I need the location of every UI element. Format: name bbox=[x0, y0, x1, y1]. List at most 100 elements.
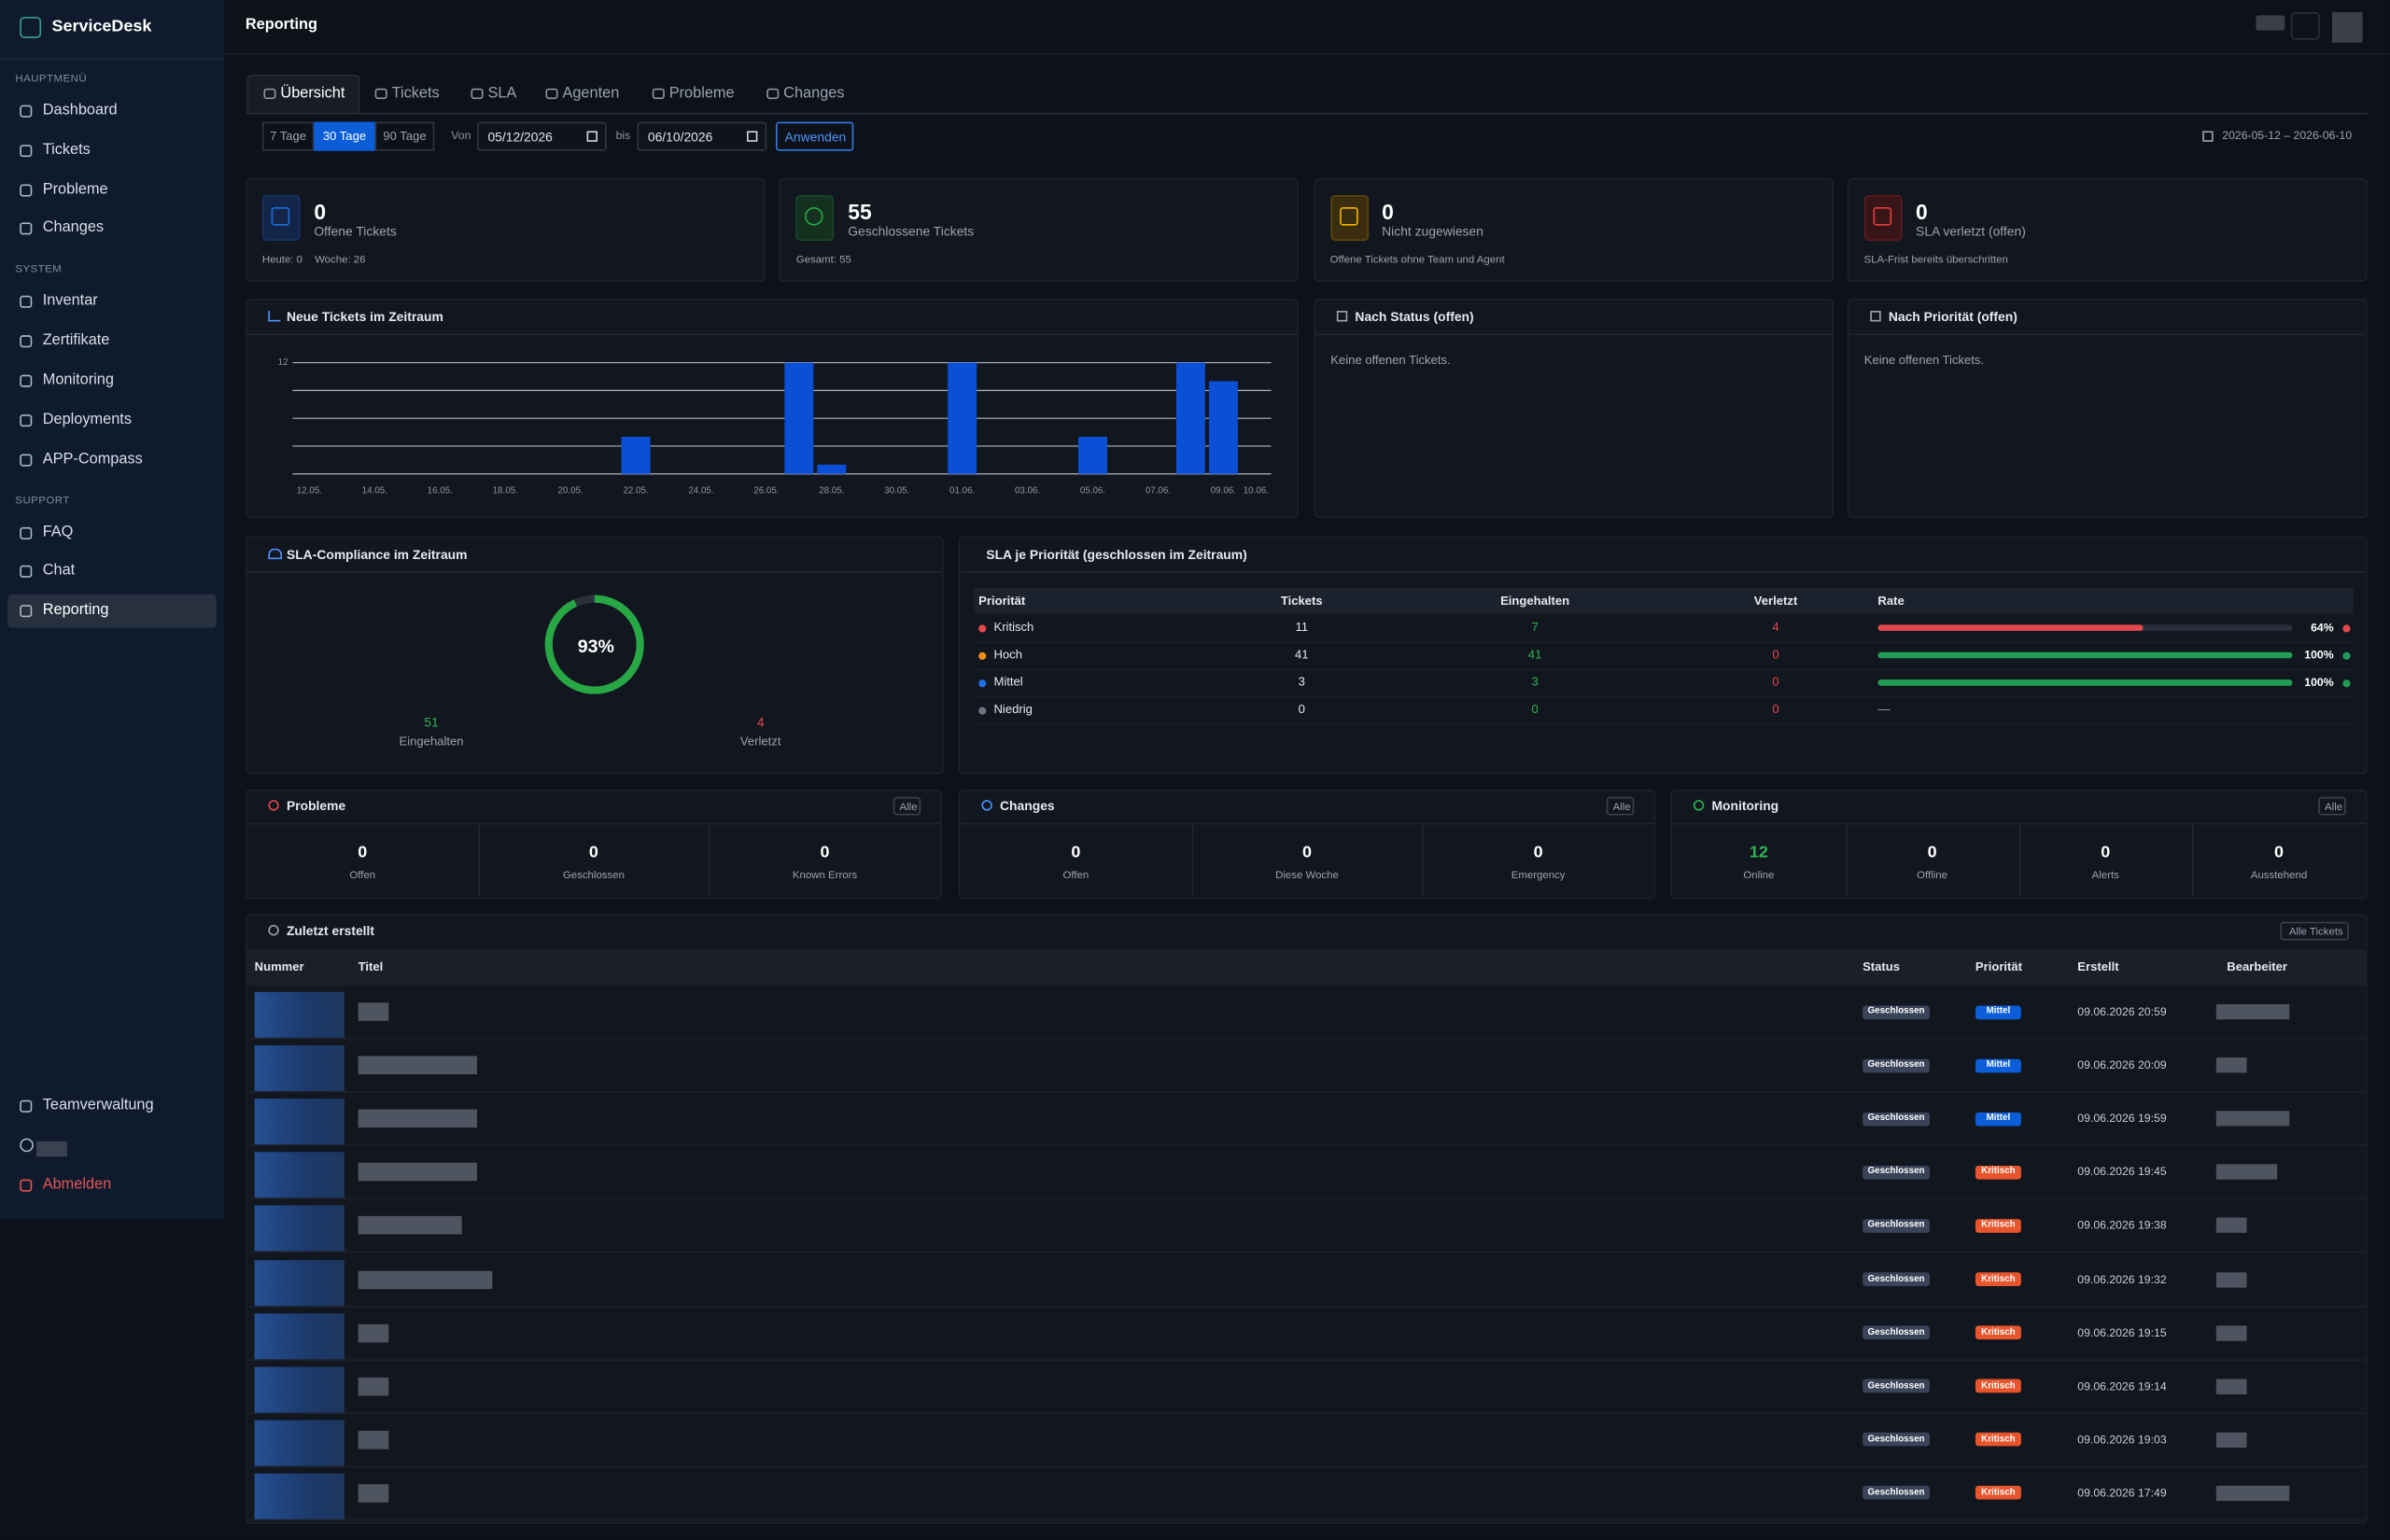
theme-button[interactable] bbox=[2290, 12, 2320, 40]
tab[interactable]: Changes bbox=[783, 85, 845, 103]
assignee-blurred bbox=[2215, 1485, 2290, 1501]
range-button[interactable]: 30 Tage bbox=[314, 121, 375, 151]
avatar[interactable] bbox=[2331, 12, 2363, 43]
panel-header-line bbox=[1314, 333, 1833, 336]
kpi-value: 0 bbox=[314, 199, 327, 224]
panel-icon bbox=[1336, 311, 1348, 322]
donut-label: 93% bbox=[577, 635, 614, 657]
nav-item[interactable]: Probleme bbox=[42, 180, 108, 198]
summary-panel: Probleme Alle 0 Offen 0 Geschlossen 0 Known Err… bbox=[245, 789, 942, 900]
table-header-cell: Erstellt bbox=[2077, 959, 2119, 974]
nav-icon bbox=[20, 453, 33, 466]
stat-value: 0 bbox=[2101, 843, 2111, 862]
sla-compliance-panel: SLA-Compliance im Zeitraum 93% 51 Eingehalt… bbox=[245, 536, 944, 775]
priority-name: Niedrig bbox=[993, 702, 1033, 717]
empty-text: Keine offenen Tickets. bbox=[1330, 353, 1451, 368]
tab[interactable]: Probleme bbox=[668, 85, 735, 103]
stat-label: Diese Woche bbox=[1275, 871, 1339, 882]
kpi-icon-glyph bbox=[1873, 207, 1891, 226]
tab[interactable]: Tickets bbox=[391, 85, 440, 103]
range-text: 2026-05-12 – 2026-06-10 bbox=[2222, 128, 2353, 143]
status-label: Geschlossen bbox=[1867, 1060, 1925, 1071]
stat-value: 0 bbox=[1071, 843, 1081, 862]
table-header-cell: Priorität bbox=[1975, 959, 2022, 974]
row-line bbox=[246, 1197, 2366, 1200]
stat-label: Offen bbox=[349, 871, 376, 882]
all-tickets-button[interactable]: Alle Tickets bbox=[2280, 921, 2349, 941]
nav-item[interactable]: Reporting bbox=[42, 602, 109, 620]
panel-header-line bbox=[246, 571, 942, 573]
nav-active bbox=[7, 595, 217, 628]
title-blurred bbox=[358, 1484, 389, 1503]
rate-label: 64% bbox=[2311, 620, 2334, 635]
nav-item[interactable]: APP-Compass bbox=[42, 450, 143, 468]
nav-item[interactable]: Chat bbox=[42, 563, 76, 581]
row-line bbox=[974, 723, 2354, 726]
title-blurred bbox=[358, 1163, 478, 1182]
range-button[interactable]: 7 Tage bbox=[261, 121, 315, 151]
all-button[interactable]: Alle bbox=[893, 796, 921, 816]
panel-header-line bbox=[1849, 333, 2366, 336]
all-button[interactable]: Alle bbox=[2318, 796, 2346, 816]
toggle-icon[interactable] bbox=[2256, 15, 2285, 31]
range-label: 30 Tage bbox=[322, 129, 367, 144]
status-badge: Geschlossen bbox=[1863, 1165, 1930, 1180]
created: 09.06.2026 19:15 bbox=[2077, 1325, 2167, 1339]
to-input[interactable]: 06/10/2026 bbox=[637, 121, 767, 151]
all-button[interactable]: Alle bbox=[1606, 796, 1635, 816]
panel-icon bbox=[268, 925, 279, 936]
tab-icon bbox=[263, 88, 276, 100]
met: 3 bbox=[1531, 675, 1539, 689]
created: 09.06.2026 20:59 bbox=[2077, 1004, 2167, 1019]
nav-icon bbox=[20, 605, 33, 618]
kpi-icon-glyph bbox=[271, 207, 290, 226]
kpi-note: Offene Tickets ohne Team und Agent bbox=[1329, 255, 1505, 266]
tab-icon bbox=[766, 88, 780, 100]
met: 41 bbox=[1527, 647, 1542, 662]
nav-section-label: SUPPORT bbox=[15, 495, 70, 507]
status-label: Geschlossen bbox=[1867, 1221, 1925, 1231]
chart-panel: Neue Tickets im Zeitraum bbox=[245, 298, 1300, 519]
nav-item[interactable]: Inventar bbox=[42, 293, 98, 311]
nav-icon bbox=[20, 1099, 33, 1113]
tab-icon bbox=[374, 88, 387, 100]
range-button[interactable]: 90 Tage bbox=[374, 121, 435, 151]
kpi-note: SLA-Frist bereits überschritten bbox=[1863, 255, 2008, 266]
kpi-value: 0 bbox=[1382, 199, 1394, 224]
nav-item[interactable]: Zertifikate bbox=[42, 332, 110, 350]
summary-panel: Changes Alle 0 Offen 0 Diese Woche 0 Emergency bbox=[958, 789, 1656, 900]
assignee-blurred bbox=[2215, 1111, 2290, 1127]
rate-label: 100% bbox=[2304, 648, 2334, 662]
logout[interactable]: Abmelden bbox=[42, 1176, 112, 1194]
tab[interactable]: Übersicht bbox=[280, 85, 345, 103]
tab[interactable]: SLA bbox=[487, 85, 517, 103]
row-line bbox=[246, 1144, 2366, 1147]
nav-item[interactable]: Teamverwaltung bbox=[42, 1097, 154, 1114]
user-icon bbox=[20, 1138, 34, 1153]
priority-badge: Mittel bbox=[1975, 1112, 2021, 1127]
rate-dot bbox=[2342, 651, 2351, 660]
nav-item[interactable]: Changes bbox=[42, 219, 105, 237]
tab-icon bbox=[652, 88, 665, 100]
nav-item[interactable]: Dashboard bbox=[42, 102, 118, 119]
nav-icon bbox=[20, 413, 33, 427]
breached: 0 bbox=[1772, 647, 1779, 662]
status-label: Geschlossen bbox=[1867, 1168, 1925, 1177]
nav-item[interactable]: Monitoring bbox=[42, 371, 114, 389]
assignee-blurred bbox=[2215, 1003, 2290, 1020]
nav-item[interactable]: FAQ bbox=[42, 523, 74, 540]
apply-button[interactable]: Anwenden bbox=[776, 121, 854, 151]
priority-dot bbox=[978, 623, 987, 632]
created: 09.06.2026 19:32 bbox=[2077, 1271, 2167, 1286]
tab[interactable]: Agenten bbox=[562, 85, 620, 103]
nav-item[interactable]: Tickets bbox=[42, 141, 91, 159]
priority-badge: Kritisch bbox=[1975, 1165, 2021, 1180]
number-blurred bbox=[254, 1420, 344, 1466]
priority-label: Kritisch bbox=[1981, 1221, 2016, 1231]
rate-dot bbox=[2342, 623, 2351, 632]
nav-item[interactable]: Deployments bbox=[42, 411, 132, 428]
priority-badge: Kritisch bbox=[1975, 1379, 2021, 1393]
assignee-blurred bbox=[2215, 1271, 2247, 1287]
table-header-cell: Titel bbox=[358, 959, 384, 974]
from-input[interactable]: 05/12/2026 bbox=[477, 121, 607, 151]
